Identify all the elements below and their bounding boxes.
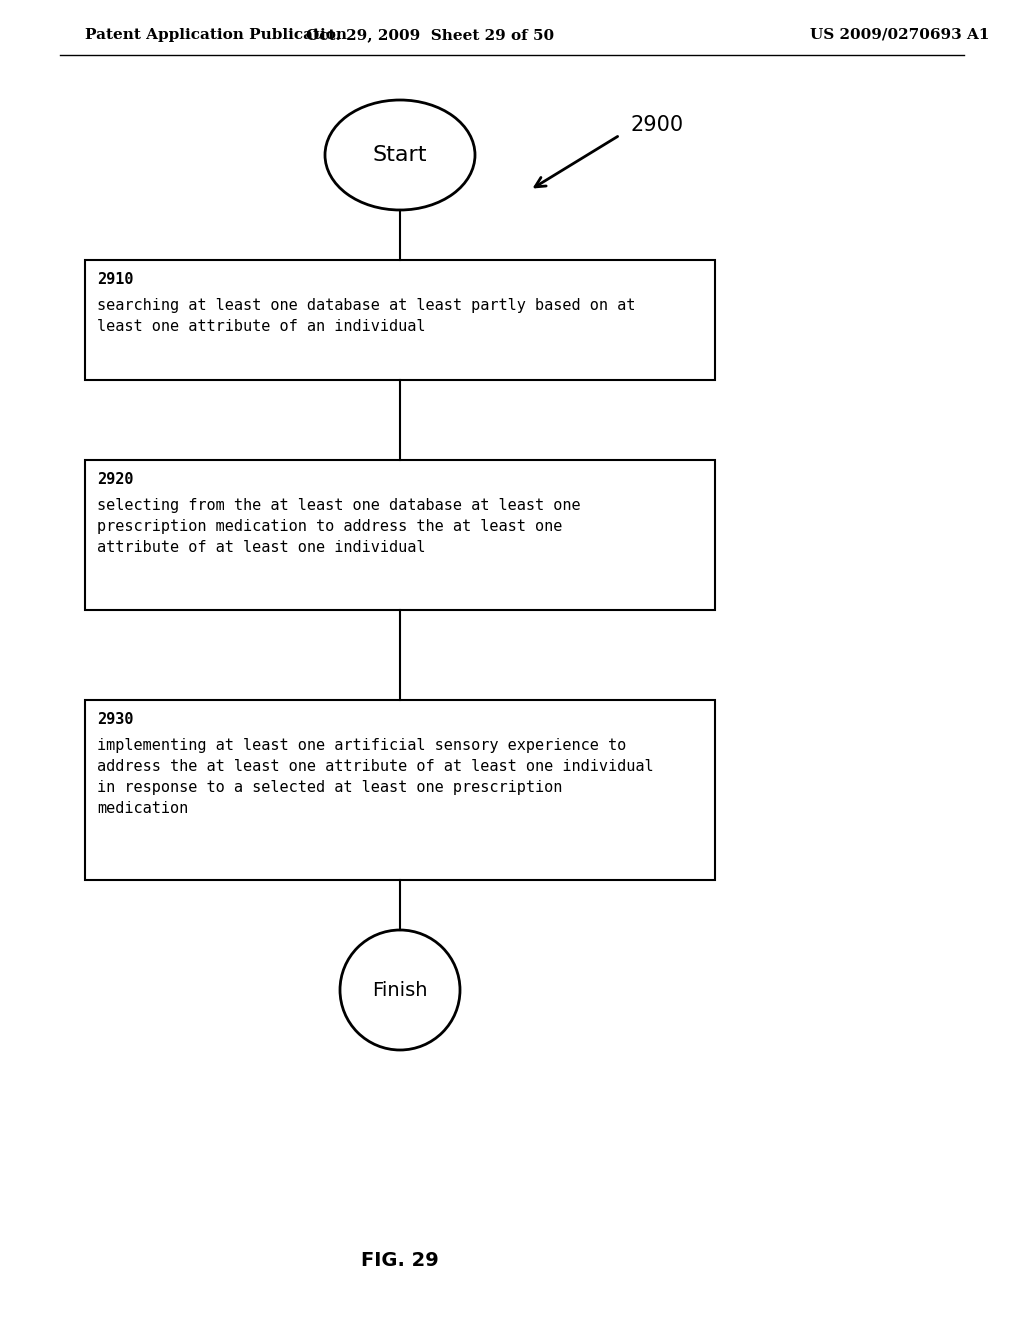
Text: Finish: Finish xyxy=(373,981,428,999)
Text: 2920: 2920 xyxy=(97,473,133,487)
Text: selecting from the at least one database at least one
prescription medication to: selecting from the at least one database… xyxy=(97,498,581,554)
Text: 2930: 2930 xyxy=(97,711,133,727)
Text: FIG. 29: FIG. 29 xyxy=(361,1250,439,1270)
Text: Start: Start xyxy=(373,145,427,165)
Text: implementing at least one artificial sensory experience to
address the at least : implementing at least one artificial sen… xyxy=(97,738,653,816)
Text: Oct. 29, 2009  Sheet 29 of 50: Oct. 29, 2009 Sheet 29 of 50 xyxy=(306,28,554,42)
Text: US 2009/0270693 A1: US 2009/0270693 A1 xyxy=(810,28,990,42)
Text: 2900: 2900 xyxy=(630,115,683,135)
Text: searching at least one database at least partly based on at
least one attribute : searching at least one database at least… xyxy=(97,298,635,334)
Text: Patent Application Publication: Patent Application Publication xyxy=(85,28,347,42)
Text: 2910: 2910 xyxy=(97,272,133,286)
